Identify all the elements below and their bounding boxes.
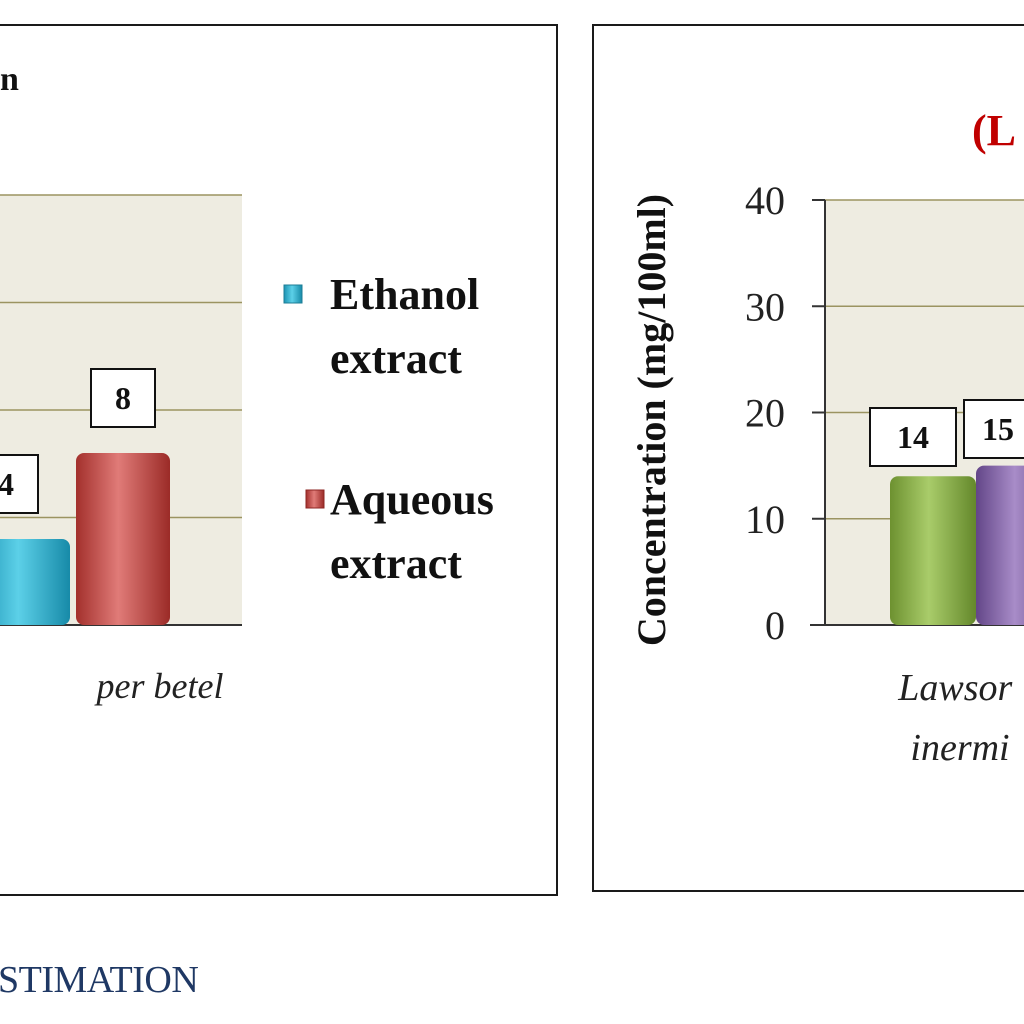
legend-swatch-aqueous bbox=[305, 489, 325, 509]
right-y-tick-label: 20 bbox=[745, 391, 785, 436]
left-bar-ethanol bbox=[0, 539, 70, 625]
left-chart-title: n bbox=[0, 61, 19, 98]
left-data-label-box bbox=[90, 368, 156, 428]
right-chart-title: (L bbox=[972, 106, 1016, 155]
left-data-label: 8 bbox=[115, 380, 131, 416]
left-data-label: 4 bbox=[0, 466, 14, 502]
right-x-category-label: Lawsor inermi bbox=[897, 667, 1022, 769]
legend-swatch-ethanol bbox=[283, 284, 303, 304]
legend-label-aqueous: Aqueous extract bbox=[330, 475, 505, 588]
right-y-tick-label: 40 bbox=[745, 178, 785, 223]
left-data-label-box bbox=[0, 454, 39, 514]
left-x-category-label: per betel bbox=[94, 666, 224, 706]
right-chart: (L 0 10 20 30 40 14 15 Concentration (mg/100m… bbox=[629, 106, 1024, 769]
right-bar-2 bbox=[976, 465, 1024, 625]
legend-label-ethanol: Ethanol extract bbox=[330, 270, 490, 383]
figure-caption: STIMATION bbox=[0, 959, 199, 1001]
right-bar-1 bbox=[890, 476, 976, 625]
right-data-label: 14 bbox=[897, 419, 929, 455]
right-data-label-box bbox=[869, 407, 957, 467]
right-y-axis-label: Concentration (mg/100ml) bbox=[629, 194, 674, 646]
left-chart: 4 8 n per betel Ethanol extract Aqueous e… bbox=[0, 61, 505, 706]
right-y-tick-label: 0 bbox=[765, 603, 785, 648]
left-legend: Ethanol extract Aqueous extract bbox=[283, 270, 505, 588]
left-bar-aqueous bbox=[76, 453, 170, 625]
right-y-tick-label: 30 bbox=[745, 284, 785, 329]
right-data-label: 15 bbox=[982, 411, 1014, 447]
right-y-tick-label: 10 bbox=[745, 497, 785, 542]
right-data-label-box bbox=[963, 399, 1024, 459]
